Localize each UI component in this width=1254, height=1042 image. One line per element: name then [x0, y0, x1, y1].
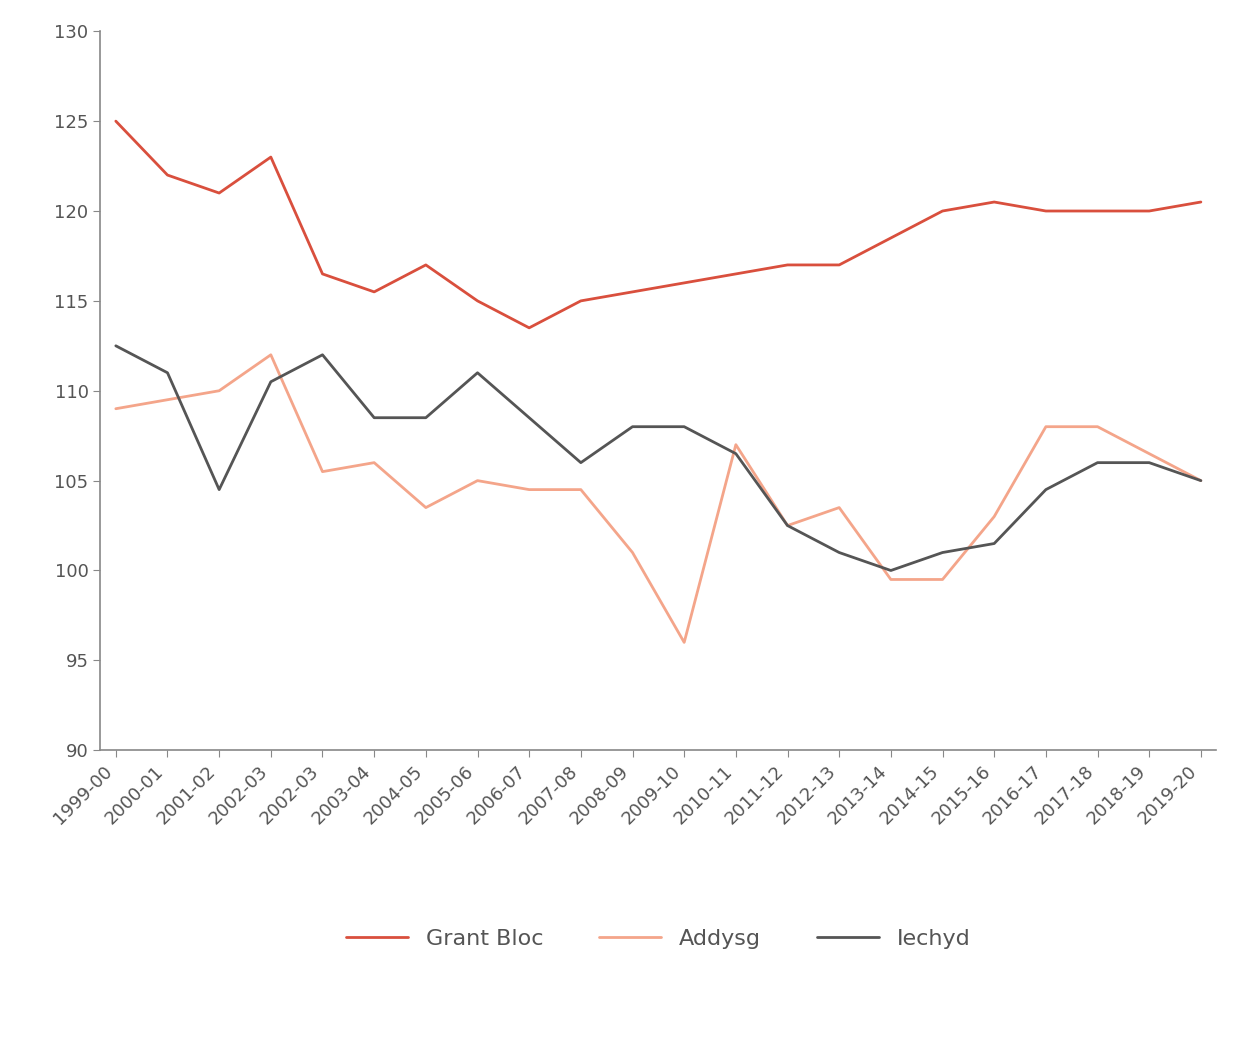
Addysg: [161, 394, 176, 406]
Iechyd: [108, 340, 123, 352]
Grant Bloc: [1038, 204, 1053, 217]
Grant Bloc: [315, 268, 330, 280]
Addysg: [987, 511, 1002, 523]
Iechyd: [729, 447, 744, 460]
Grant Bloc: [677, 276, 692, 289]
Grant Bloc: [366, 286, 381, 298]
Iechyd: [161, 367, 176, 379]
Addysg: [883, 573, 898, 586]
Grant Bloc: [729, 268, 744, 280]
Addysg: [780, 519, 795, 531]
Grant Bloc: [1141, 204, 1156, 217]
Iechyd: [883, 564, 898, 576]
Addysg: [677, 636, 692, 648]
Grant Bloc: [108, 115, 123, 127]
Grant Bloc: [1090, 204, 1105, 217]
Addysg: [831, 501, 846, 514]
Iechyd: [522, 412, 537, 424]
Iechyd: [212, 483, 227, 496]
Addysg: [1090, 420, 1105, 432]
Grant Bloc: [624, 286, 640, 298]
Addysg: [366, 456, 381, 469]
Grant Bloc: [212, 187, 227, 199]
Grant Bloc: [883, 231, 898, 244]
Line: Addysg: Addysg: [115, 354, 1201, 642]
Grant Bloc: [935, 204, 951, 217]
Iechyd: [987, 538, 1002, 550]
Iechyd: [419, 412, 434, 424]
Line: Iechyd: Iechyd: [115, 346, 1201, 570]
Iechyd: [263, 375, 278, 388]
Addysg: [108, 402, 123, 415]
Line: Grant Bloc: Grant Bloc: [115, 121, 1201, 328]
Grant Bloc: [161, 169, 176, 181]
Iechyd: [315, 348, 330, 361]
Grant Bloc: [419, 258, 434, 271]
Addysg: [419, 501, 434, 514]
Addysg: [935, 573, 951, 586]
Grant Bloc: [831, 258, 846, 271]
Iechyd: [1090, 456, 1105, 469]
Iechyd: [780, 519, 795, 531]
Iechyd: [1141, 456, 1156, 469]
Iechyd: [935, 546, 951, 559]
Iechyd: [1038, 483, 1053, 496]
Grant Bloc: [987, 196, 1002, 208]
Iechyd: [366, 412, 381, 424]
Addysg: [522, 483, 537, 496]
Addysg: [315, 466, 330, 478]
Addysg: [729, 439, 744, 451]
Grant Bloc: [263, 151, 278, 164]
Grant Bloc: [1194, 196, 1209, 208]
Addysg: [573, 483, 588, 496]
Grant Bloc: [780, 258, 795, 271]
Addysg: [470, 474, 485, 487]
Addysg: [1141, 447, 1156, 460]
Iechyd: [624, 420, 640, 432]
Addysg: [212, 384, 227, 397]
Grant Bloc: [470, 295, 485, 307]
Iechyd: [1194, 474, 1209, 487]
Legend: Grant Bloc, Addysg, Iechyd: Grant Bloc, Addysg, Iechyd: [337, 919, 979, 958]
Grant Bloc: [522, 322, 537, 334]
Grant Bloc: [573, 295, 588, 307]
Addysg: [1038, 420, 1053, 432]
Iechyd: [677, 420, 692, 432]
Addysg: [263, 348, 278, 361]
Iechyd: [831, 546, 846, 559]
Addysg: [1194, 474, 1209, 487]
Iechyd: [470, 367, 485, 379]
Addysg: [624, 546, 640, 559]
Iechyd: [573, 456, 588, 469]
